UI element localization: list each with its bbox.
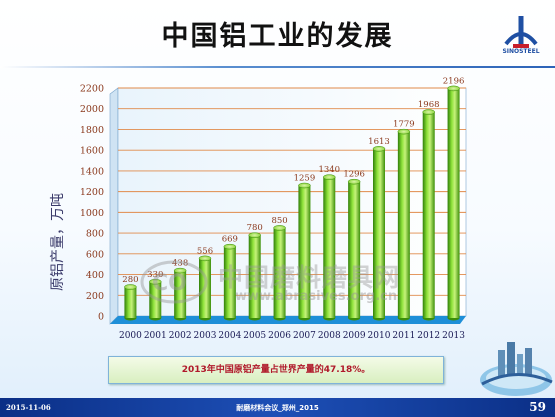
data-label: 1779 [393,120,415,130]
footer-bar [0,398,555,417]
y-tick-label: 1200 [80,187,104,198]
x-tick-label: 2001 [144,331,167,341]
x-tick-label: 2009 [343,331,366,341]
bar [173,267,187,321]
x-tick-label: 2006 [268,331,291,341]
data-label: 280 [122,275,138,285]
x-tick-label: 2005 [243,331,266,341]
title-divider [0,66,555,68]
y-tick-label: 400 [86,270,104,281]
x-tick-label: 2010 [368,331,391,341]
bar [298,182,311,321]
plot-side-wall [109,87,119,325]
x-tick-label: 2004 [218,331,241,341]
y-tick-label: 200 [86,291,104,302]
data-label: 669 [222,235,238,245]
watermark-logo-icon: CO [140,258,208,306]
data-label: 438 [172,259,188,269]
x-tick-label: 2002 [169,331,192,341]
bar [323,174,336,321]
x-tick-label: 2008 [318,331,341,341]
x-tick-label: 2012 [417,331,440,341]
bars [124,85,460,321]
page-number: 59 [529,400,546,414]
bar [149,279,162,321]
data-label: 1613 [368,137,390,147]
x-tick-label: 2007 [293,331,316,341]
slide-title: 中国铝工业的发展 [161,21,394,52]
x-tick-label: 2013 [442,331,465,341]
caption-text: 2013年中国原铝产量占世界产量的47.18%。 [181,365,371,375]
y-tick-label: 2000 [80,104,104,115]
data-label: 780 [247,223,263,233]
bar [422,109,435,321]
bar [347,178,361,321]
plot-floor [110,316,466,324]
y-tick-label: 0 [98,312,104,323]
data-label: 1259 [294,174,316,184]
bar [223,243,237,321]
data-label: 1296 [343,170,365,180]
footer-center-text: 耐磨材料会议_郑州_2015 [236,404,319,412]
city-globe-decoration-icon [480,342,553,396]
bar [447,85,460,321]
watermark-url: www.abrasives.org.cn [235,289,398,304]
bar [273,225,286,321]
y-tick-label: 1800 [80,125,104,136]
bar [248,232,261,321]
footer-date: 2015-11-06 [6,403,51,412]
svg-text:CO: CO [152,271,187,296]
bar [372,146,386,321]
data-label: 2196 [443,76,465,86]
x-tick-labels: 2000 2001 2002 2003 2004 2005 2006 2007 2008 2009… [119,331,465,341]
y-tick-label: 1400 [80,166,104,177]
bar [124,284,137,321]
bar [198,255,212,321]
data-label: 556 [197,246,213,256]
y-tick-label: 1600 [80,146,104,157]
watermark-text: 中国磨料磨具网 [218,263,401,292]
bar [397,128,411,321]
logo-text: SINOSTEEL [502,48,540,55]
data-label: 850 [271,216,287,226]
x-tick-label: 2000 [119,331,142,341]
caption-box: 2013年中国原铝产量占世界产量的47.18%。 [108,356,444,384]
y-tick-label: 1000 [80,208,104,219]
data-label: 330 [147,270,163,280]
y-axis-label: 原铝产量，万吨 [50,193,66,291]
sinosteel-logo-icon [504,16,538,48]
y-tick-label: 2200 [80,84,104,95]
x-tick-label: 2011 [392,331,415,341]
bar-chart: 0 200 400 600 800 1000 1200 1400 1600 1800 2000 220… [50,76,467,341]
y-tick-labels: 0 200 400 600 800 1000 1200 1400 1600 1800 2000 220… [80,84,104,323]
x-tick-label: 2003 [194,331,217,341]
data-label: 1968 [418,100,440,110]
y-tick-label: 600 [86,249,104,260]
y-tick-label: 800 [86,229,104,240]
data-label: 1340 [318,165,340,175]
